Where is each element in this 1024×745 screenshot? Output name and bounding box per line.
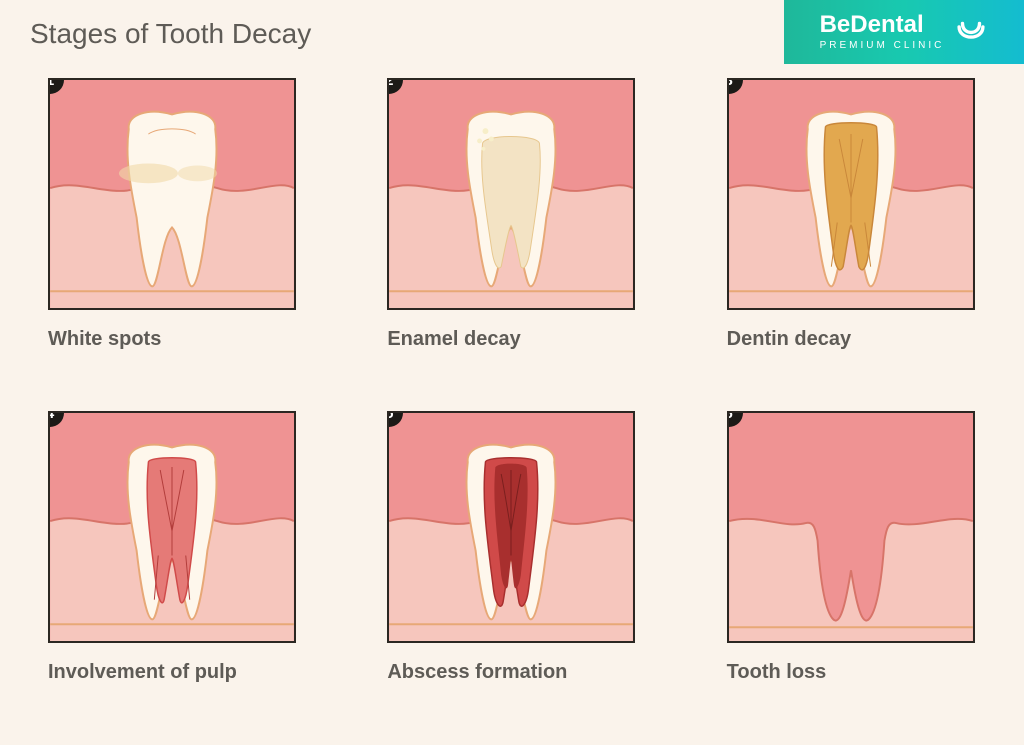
stage-4-caption: Involvement of pulp bbox=[48, 661, 237, 684]
stage-3-caption: Dentin decay bbox=[727, 328, 851, 351]
stage-2-panel: 2 bbox=[387, 78, 635, 310]
stage-3-illustration bbox=[729, 80, 973, 308]
stage-1: 1 White spots bbox=[48, 78, 297, 351]
page-title: Stages of Tooth Decay bbox=[30, 18, 311, 50]
stage-5-caption: Abscess formation bbox=[387, 661, 567, 684]
stage-4: 4 Involvement of pulp bbox=[48, 411, 297, 684]
brand-logo: BeDental PREMIUM CLINIC bbox=[784, 0, 1024, 64]
stage-2: 2 Enamel decay bbox=[387, 78, 636, 351]
stage-5-illustration bbox=[389, 413, 633, 641]
stage-1-illustration bbox=[50, 80, 294, 308]
stage-1-caption: White spots bbox=[48, 328, 161, 351]
stage-4-panel: 4 bbox=[48, 411, 296, 643]
stage-5: 5 Abscess formation bbox=[387, 411, 636, 684]
stage-1-panel: 1 bbox=[48, 78, 296, 310]
smile-icon bbox=[954, 15, 988, 49]
stage-3-panel: 3 bbox=[727, 78, 975, 310]
stages-grid: 1 White spots 2 bbox=[48, 78, 976, 684]
stage-6: 6 Tooth loss bbox=[727, 411, 976, 684]
stage-5-panel: 5 bbox=[387, 411, 635, 643]
stage-6-caption: Tooth loss bbox=[727, 661, 827, 684]
logo-brand: BeDental bbox=[820, 13, 924, 37]
stage-2-illustration bbox=[389, 80, 633, 308]
stage-6-panel: 6 bbox=[727, 411, 975, 643]
stage-3: 3 Dentin decay bbox=[727, 78, 976, 351]
stage-2-caption: Enamel decay bbox=[387, 328, 520, 351]
stage-4-illustration bbox=[50, 413, 294, 641]
logo-tagline: PREMIUM CLINIC bbox=[820, 41, 945, 51]
stage-6-illustration bbox=[729, 413, 973, 641]
